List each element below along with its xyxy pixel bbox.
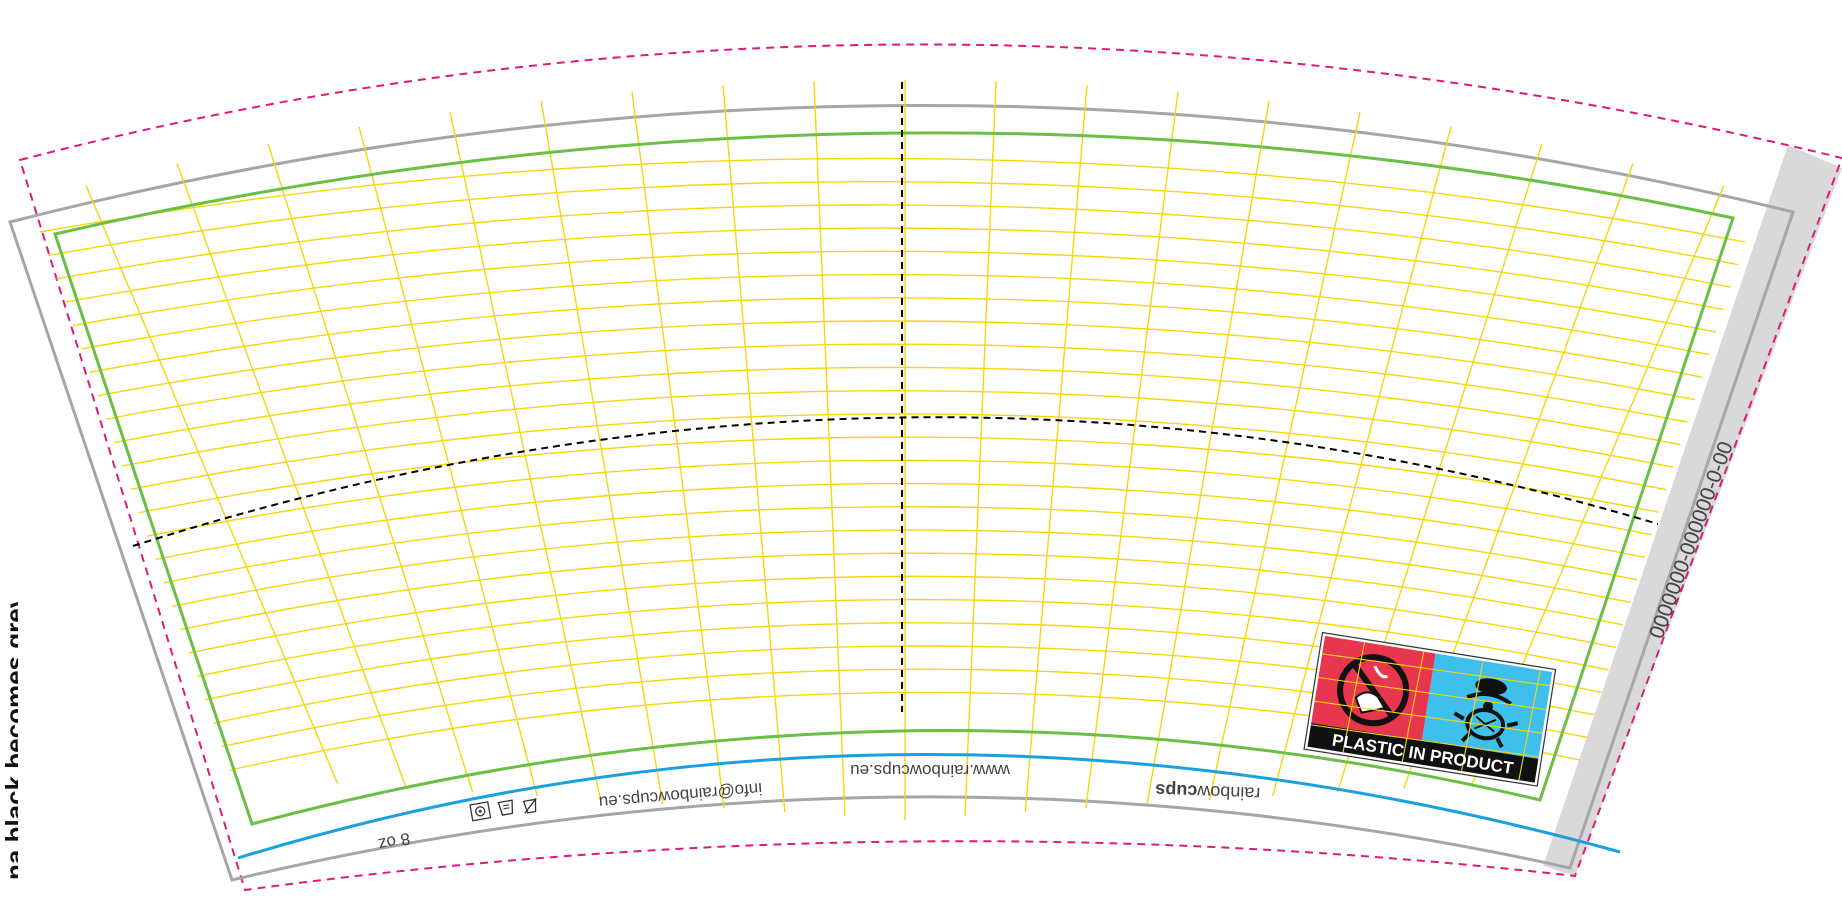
grid-arc [114,366,1681,446]
grid-radial [358,126,538,797]
grid-arc [81,273,1710,356]
grid-arc [72,250,1717,333]
grid-radial [1272,126,1452,797]
website-text: www.rainbowcups.eu [850,761,1011,780]
grid-arc [130,413,1667,491]
side-note: na black becomes grey. [0,600,18,892]
grid-radial [1024,85,1088,813]
bleed-outline [18,43,1842,892]
grid-radial [813,81,846,817]
grid-radial [449,112,602,801]
grid-radial [631,91,725,809]
no-microwave-icon [497,799,514,816]
grid-arc [56,204,1731,288]
cup-size-text: 8 oz [376,829,411,854]
grid-arc [138,436,1660,514]
grid-arc [196,598,1609,678]
grid-arc [147,459,1652,537]
bottom-blue-line [237,753,1621,860]
grid-arc [89,297,1703,378]
grid-radial [176,162,407,789]
turtle-icon [1453,678,1519,748]
grid-radial [722,85,786,813]
grid-radial [540,100,664,805]
plastic-warning-label: PLASTIC IN PRODUCT [1303,631,1557,787]
recycle-icon [469,801,492,822]
side-note-text: na black becomes grey. [0,600,18,880]
grid-radial [1208,112,1361,801]
grid-arc [180,552,1624,631]
safe-area-outline [53,131,1735,826]
grid-arc [48,180,1738,266]
grid-radial [267,143,474,793]
grid-radial [1146,100,1270,805]
grid-arc [122,389,1674,468]
grid-arc [39,157,1746,243]
grid-radial [1085,91,1179,809]
grid-arc [97,320,1695,401]
hot-drink-icon [522,797,537,814]
grid-arc [64,227,1724,311]
no-litter-icon [1337,654,1410,727]
grid-radial [964,81,997,817]
grid-arc [172,529,1631,607]
grid-radial [85,185,339,785]
grid-arc [105,343,1688,423]
horizontal-fold-line [132,416,1659,547]
grid-arc [188,575,1617,654]
yellow-grid [39,80,1746,820]
cut-outline [8,103,1795,882]
brand-logo-text: rainbowcups [1155,780,1261,804]
